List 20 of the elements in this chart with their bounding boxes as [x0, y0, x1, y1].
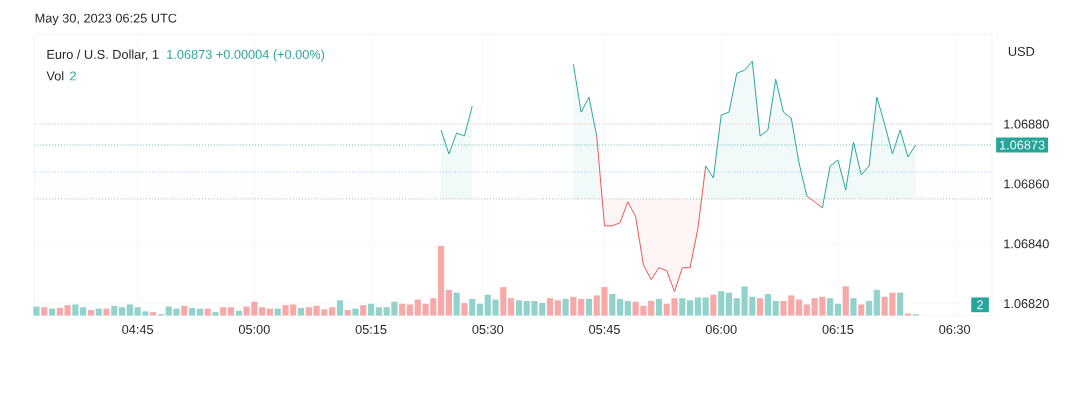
y-tick-label: 1.06880: [1004, 119, 1049, 129]
annotation: 2: [977, 300, 983, 310]
text: Euro / U.S. Dollar, 1: [47, 49, 159, 61]
x-tick-label: 05:15: [355, 324, 387, 334]
x-tick-label: 06:15: [822, 324, 854, 334]
x-tick-label: 05:30: [472, 324, 504, 334]
x-tick-label: 06:30: [939, 324, 971, 334]
x-tick-label: 05:00: [238, 324, 270, 334]
y-axis-title: USD: [1008, 47, 1035, 57]
chart-title: Vol: [46, 71, 64, 81]
y-tick-label: 1.06860: [1004, 179, 1049, 189]
y-tick-label: 1.06820: [1004, 299, 1049, 309]
x-tick-label: 06:00: [705, 324, 737, 334]
y-tick-label: 1.06840: [1004, 239, 1049, 249]
text: 1.06873 +0.00004 (+0.00%): [167, 49, 325, 62]
annotation: 2: [70, 71, 76, 81]
x-tick-label: 04:45: [122, 324, 154, 334]
x-tick-label: 05:45: [589, 324, 620, 334]
text: May 30, 2023 06:25 UTC: [35, 13, 177, 26]
ref-line-label: 1.06873: [1000, 140, 1045, 150]
